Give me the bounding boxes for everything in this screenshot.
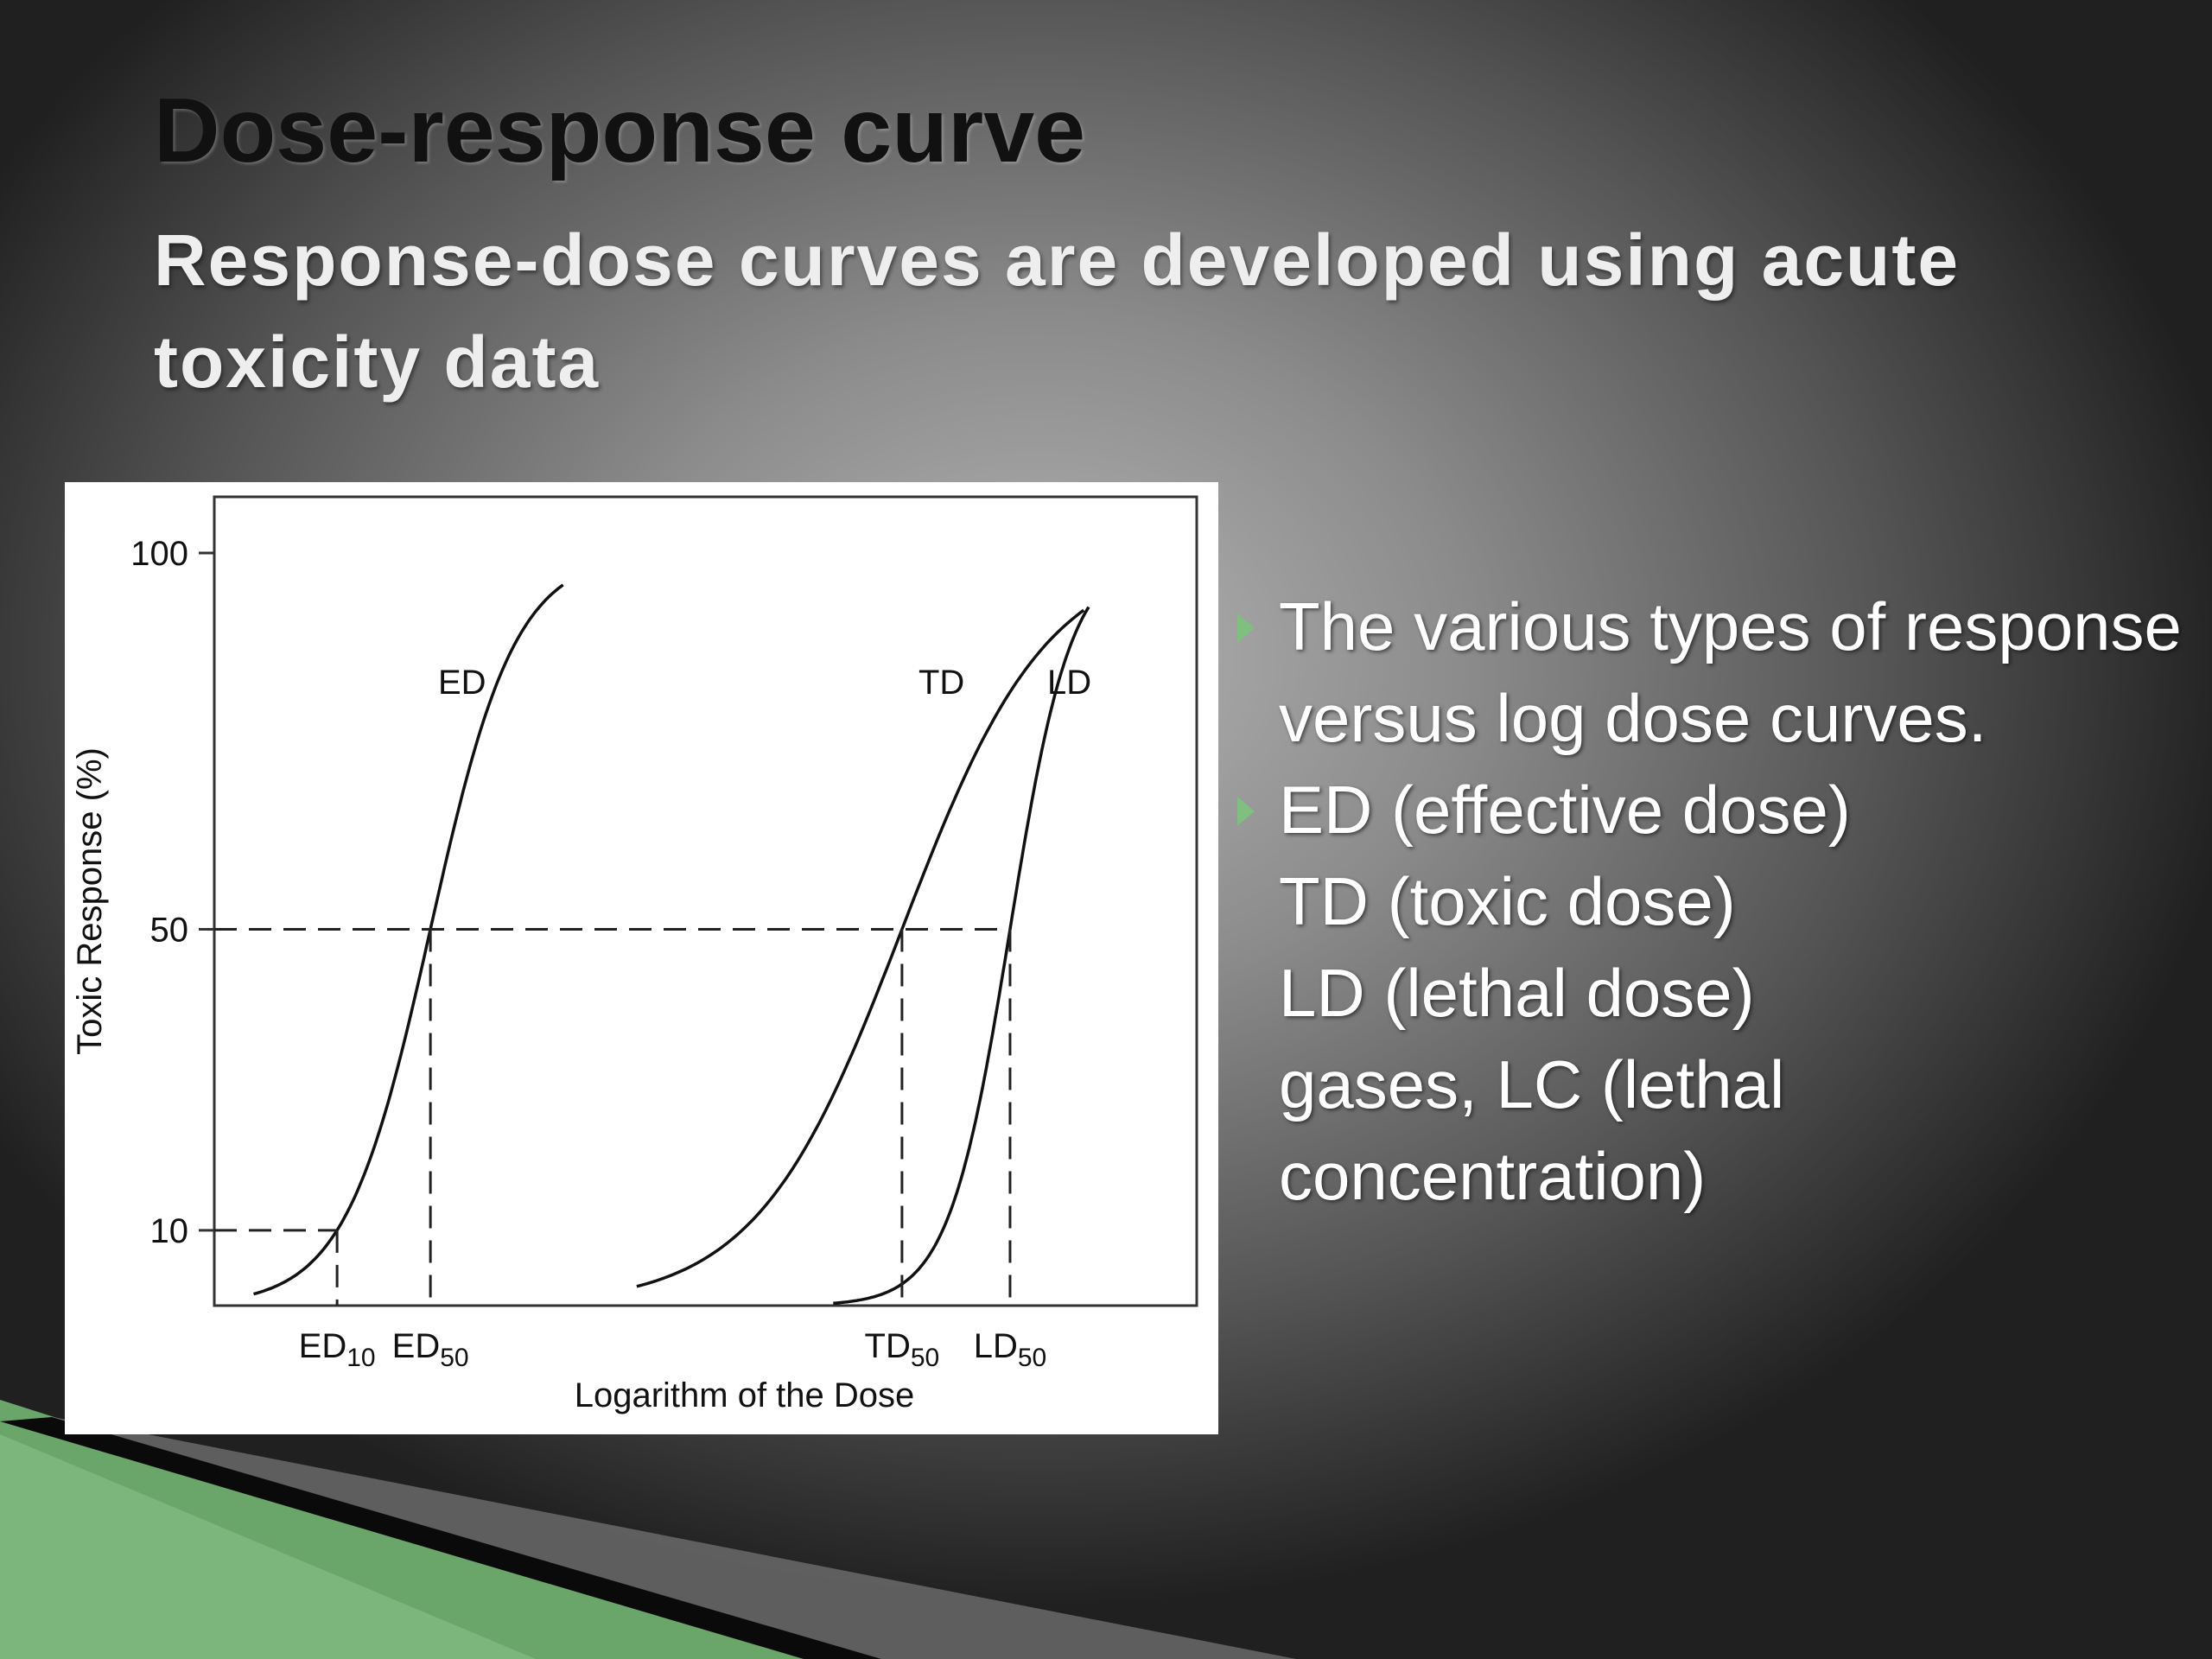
curve-td [636,608,1085,1288]
plot-frame [213,495,1198,1307]
slide-subtitle: Response-dose curves are developed using… [154,219,1961,403]
green-swoosh-highlight [0,1434,536,1659]
y-tick-label: 50 [150,912,189,950]
bullet-item: gases, LC (lethal concentration) [1236,1039,2186,1222]
x-marker-label: ED10 [299,1327,376,1372]
slide-title: Dose-response curve [154,79,1086,181]
bullet-text: ED (effective dose) [1279,772,1851,848]
x-axis-label: Logarithm of the Dose [575,1376,915,1414]
bullet-item: ED (effective dose) [1236,764,2186,855]
curve-label-ed: ED [438,664,486,702]
bullet-item: TD (toxic dose) [1236,855,2186,947]
x-marker-label: TD50 [865,1327,940,1372]
y-axis-label: Toxic Response (%) [71,747,109,1055]
bullet-item: LD (lethal dose) [1236,947,2186,1039]
bullet-item: The various types of response versus log… [1236,581,2186,764]
dose-response-chart: ED TD LD 10 50 100 ED10 ED50 TD50 LD50 Logarithm o… [71,495,1198,1414]
gray-swoosh [52,1417,1296,1659]
curve-ld [833,606,1090,1306]
chart-panel: ED TD LD 10 50 100 ED10 ED50 TD50 LD50 Logarithm o… [65,482,1218,1434]
black-swoosh [0,1417,881,1659]
bullet-arrow-icon [1237,613,1255,643]
curve-label-ld: LD [1047,664,1091,702]
bullet-list: The various types of response versus log… [1236,581,2186,1222]
curve-label-td: TD [918,664,964,702]
curve-ed [253,583,564,1296]
bullet-text: gases, LC (lethal concentration) [1279,1046,1785,1214]
y-tick-label: 100 [130,535,188,573]
bullet-arrow-icon [1237,797,1255,826]
bullet-text: LD (lethal dose) [1279,955,1755,1031]
bullet-text: The various types of response versus log… [1279,588,2182,756]
bullet-text: TD (toxic dose) [1279,863,1736,939]
x-marker-label: ED50 [392,1327,469,1372]
x-marker-label: LD50 [974,1327,1047,1372]
y-tick-label: 10 [150,1212,189,1250]
